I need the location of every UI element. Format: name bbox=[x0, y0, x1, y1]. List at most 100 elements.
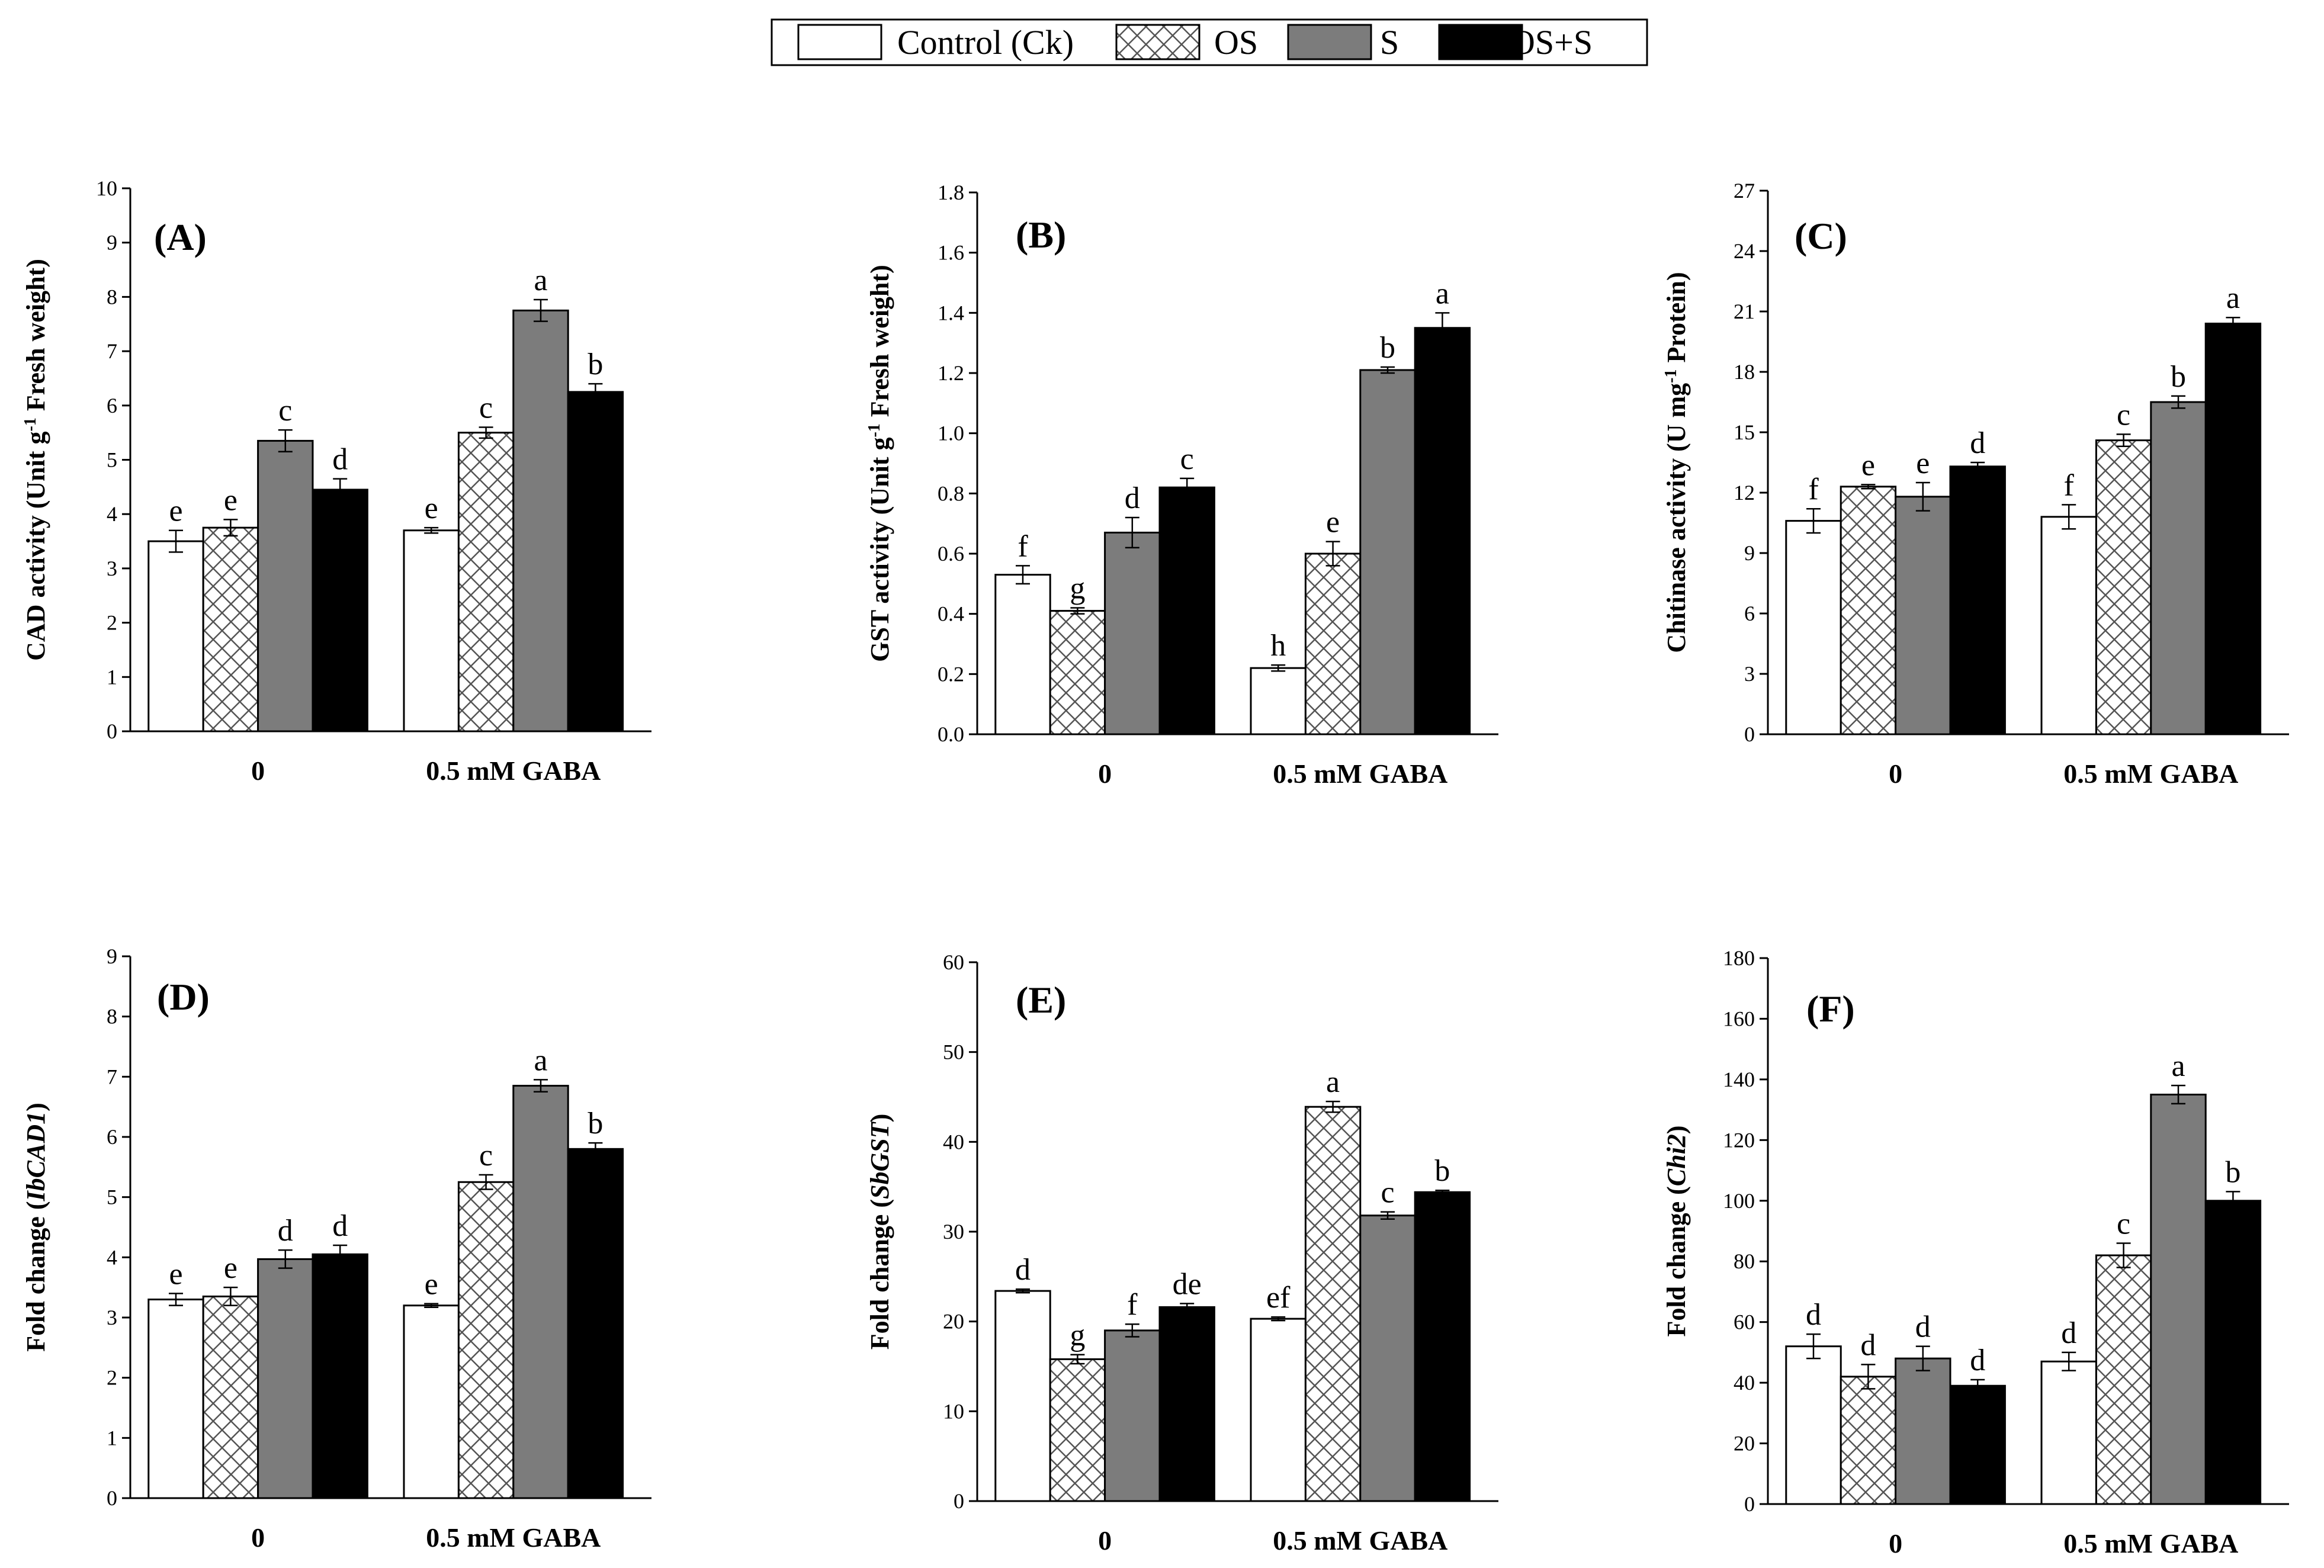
bar bbox=[512, 1085, 569, 1499]
bar bbox=[147, 540, 204, 732]
y-tick-label: 10 bbox=[943, 1399, 964, 1423]
y-tick-label: 40 bbox=[1734, 1371, 1755, 1395]
y-tick-label: 1.4 bbox=[938, 301, 964, 324]
y-tick-label: 0 bbox=[107, 719, 117, 743]
significance-letter: e bbox=[1861, 448, 1875, 482]
y-tick-label: 8 bbox=[107, 285, 117, 309]
significance-letter: e bbox=[224, 483, 237, 517]
y-axis-label: CAD activity (Unit g-1 Fresh weight) bbox=[21, 259, 51, 661]
y-tick-label: 1 bbox=[107, 665, 117, 689]
significance-letter: a bbox=[1326, 1065, 1340, 1099]
significance-letter: d bbox=[1970, 426, 1985, 460]
bar bbox=[1049, 1358, 1106, 1502]
panel-5: 0 10 20 30 40 50 60 Fold change (SbGST) (E) d g f de… bbox=[865, 950, 1498, 1556]
bar bbox=[1359, 369, 1416, 735]
y-tick-label: 6 bbox=[107, 1125, 117, 1149]
legend-label-4: OS+S bbox=[1510, 23, 1593, 62]
significance-letter: e bbox=[1916, 446, 1930, 480]
bar bbox=[2040, 516, 2097, 735]
y-tick-label: 0.2 bbox=[938, 662, 964, 686]
y-tick-label: 24 bbox=[1734, 239, 1755, 263]
significance-letter: b bbox=[1380, 331, 1395, 365]
legend: Control (Ck) OS S OS+S bbox=[771, 18, 1648, 66]
y-tick-label: 5 bbox=[107, 448, 117, 472]
bar bbox=[1840, 1376, 1897, 1505]
y-tick-label: 0 bbox=[1744, 1492, 1755, 1516]
category-label: 0 bbox=[1098, 759, 1112, 789]
significance-letter: a bbox=[2171, 1049, 2185, 1083]
bar bbox=[1359, 1214, 1416, 1502]
bar bbox=[994, 574, 1051, 735]
y-tick-label: 60 bbox=[1734, 1310, 1755, 1334]
significance-letter: c bbox=[1180, 442, 1194, 476]
bar bbox=[512, 309, 569, 732]
significance-letter: e bbox=[425, 1268, 438, 1302]
panel-4: 0 1 2 3 4 5 6 7 8 9 Fold change (IbCAD1) (D) e e d d 0 e c… bbox=[21, 944, 651, 1553]
category-label: 0 bbox=[1889, 759, 1902, 789]
y-tick-label: 0.4 bbox=[938, 602, 964, 626]
bar bbox=[1158, 486, 1215, 735]
panel-label: (F) bbox=[1806, 988, 1855, 1030]
significance-letter: f bbox=[1808, 473, 1819, 506]
significance-letter: e bbox=[224, 1251, 237, 1285]
significance-letter: d bbox=[1806, 1298, 1821, 1332]
panel-label: (B) bbox=[1016, 214, 1066, 256]
bar bbox=[257, 1258, 314, 1499]
bar bbox=[1250, 667, 1307, 735]
legend-swatch-3 bbox=[1287, 24, 1372, 60]
significance-letter: c bbox=[2117, 1207, 2130, 1241]
y-tick-label: 20 bbox=[943, 1310, 964, 1334]
bar bbox=[1104, 1329, 1161, 1502]
significance-letter: d bbox=[278, 1214, 293, 1248]
significance-letter: b bbox=[2225, 1155, 2240, 1189]
bar bbox=[403, 529, 460, 732]
panel-label: (C) bbox=[1795, 215, 1847, 257]
category-label: 0.5 mM GABA bbox=[2063, 1528, 2238, 1559]
bar bbox=[147, 1299, 204, 1499]
category-label: 0 bbox=[1889, 1528, 1902, 1559]
significance-letter: f bbox=[1127, 1288, 1138, 1322]
y-tick-label: 9 bbox=[107, 231, 117, 255]
y-axis-label: Chitinase activity (U mg-1 Protein) bbox=[1662, 272, 1691, 653]
significance-letter: h bbox=[1270, 629, 1286, 663]
significance-letter: d bbox=[2061, 1316, 2076, 1350]
bar bbox=[1250, 1318, 1307, 1502]
bar bbox=[202, 1295, 259, 1499]
y-tick-label: 180 bbox=[1723, 946, 1755, 970]
significance-letter: a bbox=[2226, 281, 2240, 315]
significance-letter: c bbox=[2117, 398, 2130, 432]
panel-2: 0.0 0.2 0.4 0.6 0.8 1.0 1.2 1.4 1.6 1.8 GST activi… bbox=[865, 181, 1498, 789]
bar bbox=[2204, 322, 2262, 735]
y-tick-label: 0 bbox=[1744, 722, 1755, 746]
bar bbox=[257, 439, 314, 732]
significance-letter: b bbox=[1434, 1154, 1450, 1188]
category-label: 0 bbox=[1098, 1525, 1112, 1556]
y-tick-label: 2 bbox=[107, 1366, 117, 1390]
significance-letter: f bbox=[1017, 529, 1028, 563]
significance-letter: e bbox=[1326, 506, 1340, 539]
bar bbox=[1949, 1384, 2006, 1505]
y-tick-label: 3 bbox=[107, 1306, 117, 1329]
significance-letter: b bbox=[588, 348, 603, 381]
y-tick-label: 50 bbox=[943, 1040, 964, 1064]
significance-letter: c bbox=[479, 391, 493, 425]
category-label: 0.5 mM GABA bbox=[1273, 759, 1447, 789]
significance-letter: g bbox=[1070, 1319, 1085, 1352]
significance-letter: d bbox=[332, 1209, 348, 1243]
bar bbox=[567, 1148, 624, 1499]
bar bbox=[1414, 327, 1471, 735]
legend-label-2: OS bbox=[1214, 23, 1258, 62]
bar bbox=[2095, 439, 2152, 735]
y-axis-label: Fold change (SbGST) bbox=[865, 1114, 894, 1349]
y-tick-label: 100 bbox=[1723, 1189, 1755, 1213]
legend-swatch-1 bbox=[797, 24, 882, 60]
significance-letter: d bbox=[1860, 1328, 1876, 1362]
category-label: 0.5 mM GABA bbox=[426, 1522, 601, 1553]
bar bbox=[1104, 531, 1161, 735]
y-tick-label: 160 bbox=[1723, 1007, 1755, 1030]
category-label: 0 bbox=[251, 756, 265, 786]
significance-letter: d bbox=[1125, 481, 1140, 515]
y-tick-label: 9 bbox=[107, 944, 117, 968]
